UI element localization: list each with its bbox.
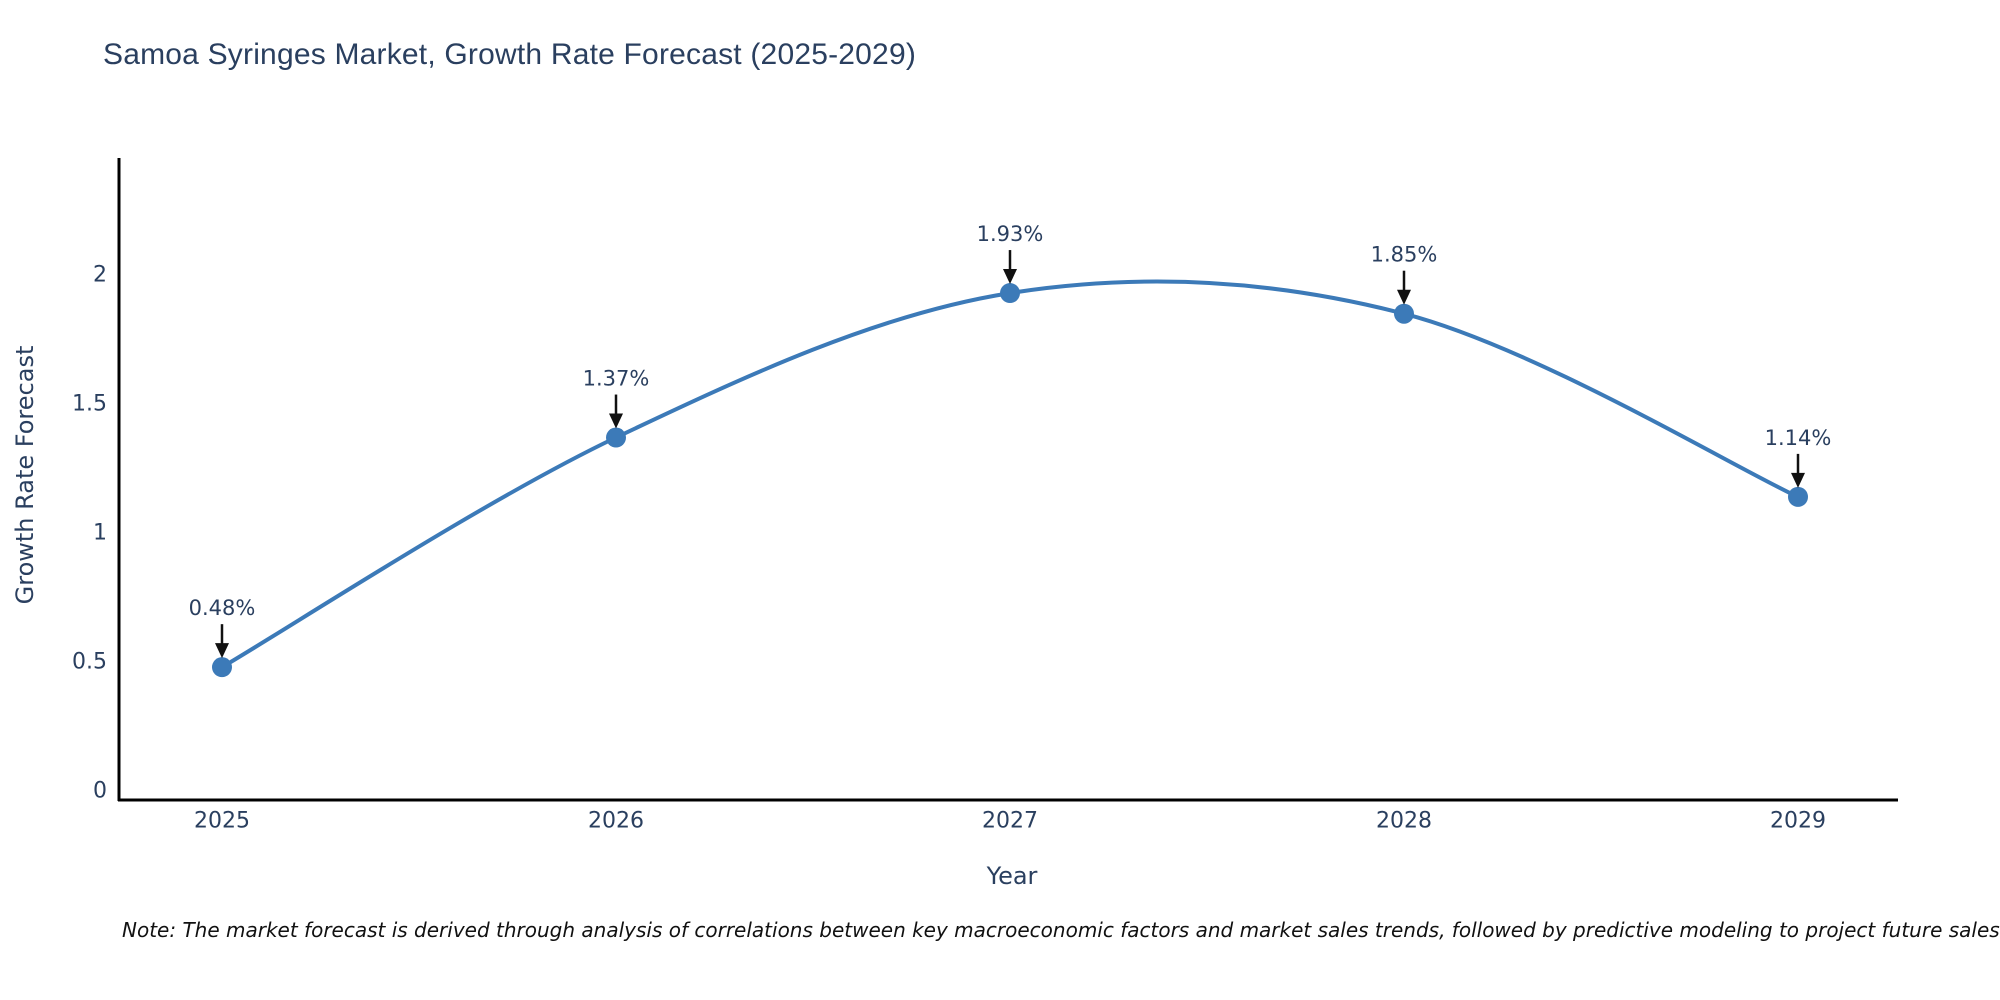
- forecast-methodology-note: Note: The market forecast is derived thr…: [122, 918, 2000, 942]
- annotation-arrowhead-icon: [1791, 472, 1805, 488]
- chart-line: [220, 279, 1800, 670]
- annotation-value-label: 1.85%: [1371, 243, 1438, 267]
- data-point-marker[interactable]: [606, 427, 626, 448]
- annotation-arrowhead-icon: [215, 643, 229, 659]
- x-tick-label: 2027: [982, 809, 1038, 834]
- annotation-value-label: 0.48%: [189, 596, 256, 620]
- data-point-marker[interactable]: [1788, 486, 1808, 507]
- annotation-value-label: 1.37%: [583, 367, 650, 391]
- y-tick-label: 1.5: [72, 392, 107, 417]
- x-tick-label: 2029: [1770, 809, 1826, 834]
- annotation-arrowhead-icon: [1397, 289, 1411, 305]
- annotation-value-label: 1.14%: [1765, 426, 1832, 450]
- x-tick-label: 2025: [194, 809, 250, 834]
- y-tick-label: 0: [93, 779, 107, 804]
- annotation-arrowhead-icon: [609, 413, 623, 429]
- x-tick-label: 2028: [1376, 809, 1432, 834]
- y-tick-label: 1: [93, 521, 107, 546]
- annotation-arrowhead-icon: [1003, 269, 1017, 285]
- annotation-value-label: 1.93%: [977, 222, 1044, 246]
- chart-title: Samoa Syringes Market, Growth Rate Forec…: [103, 38, 917, 71]
- y-tick-label: 0.5: [72, 650, 107, 675]
- data-point-marker[interactable]: [1394, 303, 1414, 324]
- x-axis-title: Year: [986, 862, 1038, 890]
- y-tick-label: 2: [93, 263, 107, 288]
- data-point-marker[interactable]: [1000, 283, 1020, 304]
- x-tick-label: 2026: [588, 809, 644, 834]
- data-point-marker[interactable]: [212, 657, 232, 678]
